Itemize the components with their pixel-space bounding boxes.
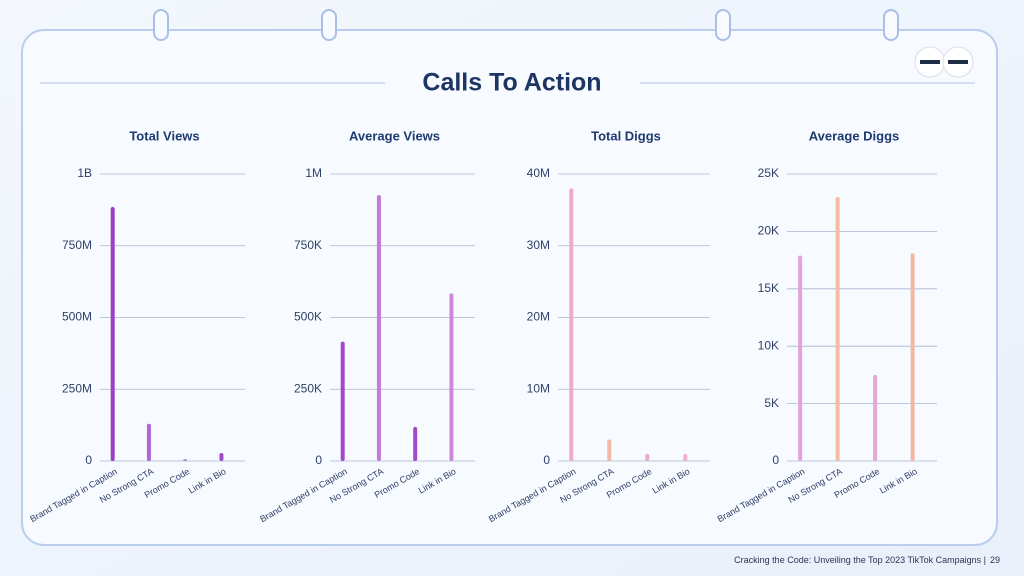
frame bbox=[21, 29, 998, 546]
y-tick-label: 750M bbox=[62, 238, 92, 252]
y-tick-label: 0 bbox=[315, 453, 322, 467]
y-tick-label: 1B bbox=[77, 166, 92, 180]
bar bbox=[798, 255, 803, 461]
footer-text: Cracking the Code: Unveiling the Top 202… bbox=[734, 555, 986, 565]
bar bbox=[910, 253, 915, 461]
chart-title: Total Diggs bbox=[591, 128, 661, 143]
bar bbox=[449, 293, 454, 461]
bar bbox=[146, 423, 151, 461]
bar bbox=[110, 207, 115, 461]
bar bbox=[835, 196, 840, 461]
chart-title: Total Views bbox=[129, 128, 199, 143]
y-tick-label: 1M bbox=[305, 166, 322, 180]
y-tick-label: 5K bbox=[764, 396, 779, 410]
y-tick-label: 20K bbox=[758, 224, 779, 238]
y-tick-label: 500K bbox=[294, 310, 322, 324]
footer: Cracking the Code: Unveiling the Top 202… bbox=[734, 555, 1000, 565]
y-tick-label: 0 bbox=[772, 453, 779, 467]
y-tick-label: 10M bbox=[527, 381, 550, 395]
bar bbox=[340, 341, 345, 461]
y-tick-label: 750K bbox=[294, 238, 322, 252]
y-tick-label: 20M bbox=[527, 310, 550, 324]
chart-title: Average Diggs bbox=[809, 128, 900, 143]
logo bbox=[914, 46, 974, 78]
y-tick-label: 250M bbox=[62, 381, 92, 395]
bar bbox=[219, 452, 224, 461]
bar bbox=[607, 439, 612, 461]
bar bbox=[873, 374, 878, 461]
y-tick-label: 15K bbox=[758, 281, 779, 295]
bar bbox=[645, 453, 650, 461]
y-tick-label: 30M bbox=[527, 238, 550, 252]
y-tick-label: 500M bbox=[62, 310, 92, 324]
y-tick-label: 40M bbox=[527, 166, 550, 180]
y-tick-label: 0 bbox=[85, 453, 92, 467]
slide-title: Calls To Action bbox=[422, 69, 601, 97]
bar bbox=[183, 458, 188, 461]
bar bbox=[569, 188, 574, 461]
bar bbox=[376, 194, 381, 462]
page-number: 29 bbox=[990, 555, 1000, 565]
y-tick-label: 25K bbox=[758, 166, 779, 180]
bar bbox=[683, 453, 688, 461]
y-tick-label: 0 bbox=[543, 453, 550, 467]
y-tick-label: 10K bbox=[758, 338, 779, 352]
y-tick-label: 250K bbox=[294, 381, 322, 395]
bar bbox=[413, 426, 418, 461]
binder-rings bbox=[153, 9, 899, 41]
chart-title: Average Views bbox=[349, 128, 440, 143]
